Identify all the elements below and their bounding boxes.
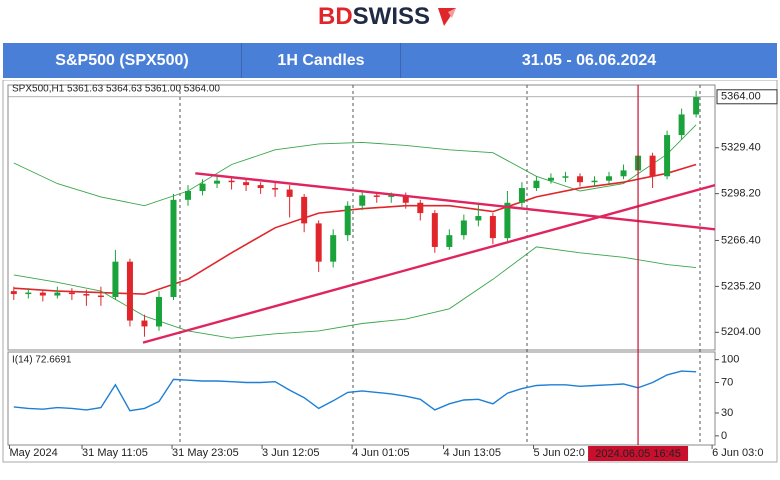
last-price-box [716,89,778,105]
header-bar: S&P500 (SPX500) 1H Candles 31.05 - 06.06… [3,43,777,78]
candle-body [243,182,250,186]
candle-body [359,195,366,206]
rsi-tick-label: 30 [721,407,733,419]
candle-body [97,295,104,298]
chart: SPX500,H1 5361.63 5364.63 5361.00 5364.0… [2,80,778,463]
candle-body [693,96,700,115]
candle-body [562,176,569,178]
candle-body [620,170,627,177]
x-tick-label: 5 Jun 02:0 [534,447,585,459]
candle-body [83,294,90,296]
candle-body [330,235,337,262]
candle-body [446,235,453,247]
y-tick-label: 5266.40 [721,234,761,246]
candle-body [475,216,482,221]
candle-body [649,155,656,177]
candle-body [606,176,613,181]
candle-body [228,180,235,183]
candle-body [141,320,148,327]
candle-body [402,195,409,203]
brand-bd: BD [318,3,353,30]
rsi-line [13,370,697,412]
rsi-tick-label: 70 [721,376,733,388]
candle-body [678,114,685,136]
y-tick-label: 5329.40 [721,142,761,154]
header-dates: 31.05 - 06.06.2024 [521,52,657,69]
candle-body [272,188,279,190]
candle-body [460,220,467,236]
candle-body [68,292,75,295]
candle-body [504,202,511,239]
x-tick-label: 6 Jun 03:0 [712,447,763,459]
candle-body [373,195,380,197]
last-price-label: 5364.00 [721,91,761,103]
header-instrument: S&P500 (SPX500) [3,43,242,78]
candle-body [39,292,46,296]
x-tick-label: 4 Jun 13:05 [444,447,502,459]
trendline [142,183,715,344]
candle-body [257,185,264,189]
header-timeframe: 1H Candles [242,43,401,78]
candle-body [199,183,206,191]
candle-body [155,297,162,327]
candle-body [664,135,671,177]
crosshair-label: 2024.06.05 16:45 [595,448,681,460]
rsi-tick-label: 100 [721,354,739,366]
trendline [195,172,715,231]
y-tick-label: 5235.20 [721,280,761,292]
y-tick-label: 5204.00 [721,326,761,338]
rsi-panel [7,351,716,446]
candle-body [170,199,177,297]
rsi-tick-label: 0 [721,430,727,442]
y-tick-label: 5298.20 [721,188,761,200]
candle-body [533,180,540,189]
candle-body [10,291,17,295]
rsi-label: I(14) 72.6691 [12,355,72,366]
main-panel [7,84,716,351]
candle-body [301,196,308,224]
candle-body [489,216,496,239]
candle-body [112,261,119,297]
candle-body [185,191,192,200]
crosshair-box [588,446,689,461]
logo-mark [448,8,456,18]
brand-swiss: SWISS [353,3,430,30]
candle-body [591,180,598,183]
x-tick-label: 31 May 23:05 [172,447,239,459]
candle-body [54,292,61,296]
info-line: SPX500,H1 5361.63 5364.63 5361.00 5364.0… [12,84,220,95]
x-tick-label: 31 May 11:05 [82,447,148,459]
x-tick-label: 3 Jun 12:05 [262,447,320,459]
indicator-line [13,124,697,207]
candle-body [126,261,133,321]
candle-body [417,202,424,214]
candle-body [431,213,438,247]
brand-logo: BDSWISS [318,3,456,30]
candle-body [286,189,293,197]
brand: BDSWISS [318,3,430,30]
chart-frame [2,80,778,463]
candle-body [344,205,351,236]
candle-body [388,195,395,197]
candle-body [547,177,554,181]
day-separators [179,85,701,445]
candle-body [25,292,32,295]
candle-body [576,176,583,183]
x-tick-label: 4 Jun 01:05 [352,447,410,459]
candle-body [518,188,525,203]
candle-body [315,223,322,262]
candle-body [214,180,221,184]
x-tick-label: May 2024 [9,447,57,459]
